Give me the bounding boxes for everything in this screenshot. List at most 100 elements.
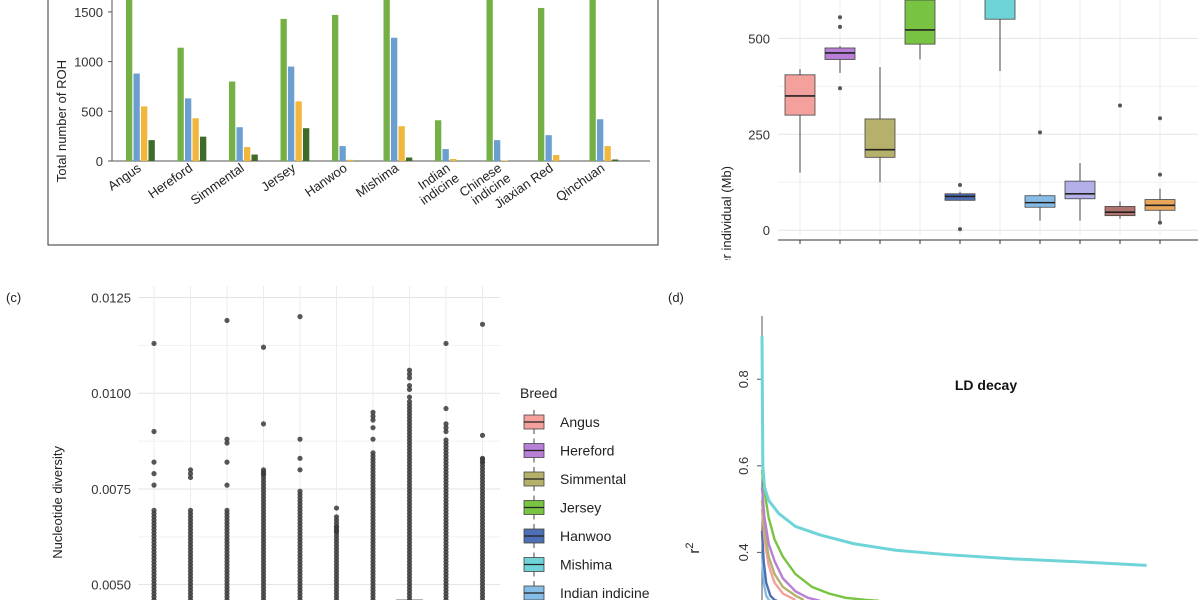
panel-a-bar — [148, 140, 155, 161]
panel-a-bar — [332, 14, 339, 161]
panel-c-outlier — [151, 482, 157, 488]
panel-d-y-axis-label-r: r — [686, 549, 703, 554]
panel-d-lines — [760, 335, 1147, 600]
panel-d-series-line — [760, 335, 1147, 567]
panel-a-bar — [295, 101, 302, 161]
panel-b-box — [984, 0, 1016, 20]
panel-c-legend-label: Hereford — [560, 443, 614, 459]
panel-a-bar — [236, 127, 243, 161]
panel-c-outlier — [443, 428, 449, 435]
panel-c-legend-label: Angus — [560, 414, 600, 430]
panel-a-bar — [229, 81, 236, 161]
panel-a-bar — [200, 136, 207, 161]
panel-d-y-axis-label-superscript: 2 — [684, 542, 696, 548]
panel-c-outlier — [187, 467, 194, 473]
panel-b-y-tick-label: 250 — [748, 127, 770, 142]
panel-b-outlier — [1118, 103, 1122, 108]
panel-c-outlier — [370, 409, 376, 415]
panel-c-y-tick-label: 0.0100 — [91, 386, 131, 401]
panel-c-outlier — [406, 382, 413, 389]
panel-b-plot-area — [778, 0, 1198, 236]
panel-b-outlier — [1158, 220, 1162, 225]
panel-a-y-tick-label: 500 — [81, 104, 103, 119]
panel-b-outlier — [958, 227, 962, 232]
panel-b-box — [1064, 180, 1096, 200]
panel-c-y-ticks: 0.0050 0.0075 0.0100 0.0125 — [91, 290, 131, 592]
panel-c-outlier — [224, 459, 230, 465]
panel-c-y-tick-label: 0.0075 — [91, 482, 131, 497]
panel-b-outlier — [1158, 172, 1162, 177]
panel-a-bar — [185, 98, 192, 161]
panel-c-outlier — [406, 386, 413, 392]
panel-a-bar — [141, 106, 148, 161]
roh-length-box-plot: Length of ROH per individual (Mb) 0 250 50… — [719, 0, 1198, 260]
panel-c-outlier — [370, 413, 376, 419]
panel-d-series-line — [760, 552, 771, 600]
panel-d-series-line — [760, 470, 880, 600]
panel-a-bar — [251, 154, 258, 161]
panel-a-bar — [177, 47, 184, 161]
panel-a-bar — [545, 135, 552, 161]
panel-c-outlier — [443, 437, 449, 443]
panel-c-outlier — [151, 459, 157, 465]
panel-b-box — [864, 118, 896, 158]
panel-c-outlier — [406, 367, 413, 373]
panel-a-category-label: Angus — [105, 160, 144, 194]
panel-a-category-label: Mishima — [353, 160, 402, 200]
panel-a-bar — [391, 37, 398, 162]
panel-c-outlier — [224, 317, 230, 324]
panel-a-category-label: Jersey — [258, 160, 298, 195]
panel-c-outlier — [297, 488, 303, 494]
panel-c-outlier — [260, 421, 267, 427]
panel-c-plot-area — [138, 286, 500, 600]
panel-b-outlier — [1038, 130, 1042, 135]
panel-d-y-ticks: 0.4 0.6 0.8 — [736, 370, 762, 561]
panel-c-outlier — [443, 421, 449, 427]
panel-a-category-label: Hanwoo — [302, 160, 350, 200]
panel-c-outlier — [151, 428, 157, 435]
panel-c-outlier — [479, 321, 486, 327]
panel-a-bar — [597, 119, 604, 161]
panel-c-legend-label: Simmental — [560, 471, 626, 487]
panel-b-box — [1104, 206, 1136, 217]
panel-a-bar — [280, 18, 287, 161]
panel-a-category-label: Simmental — [188, 160, 247, 208]
ld-decay-line-chart: LD decay r2 0.4 0.6 0.8 — [684, 316, 1147, 600]
panel-a-bar — [494, 140, 501, 161]
panel-a-category-label: Qinchuan — [553, 160, 607, 204]
panel-c-outlier — [370, 417, 376, 423]
panel-a-bar — [435, 120, 442, 161]
panel-b-outlier — [1158, 116, 1162, 121]
panel-d-y-axis-label: r2 — [684, 542, 703, 553]
panel-a-bar — [398, 126, 405, 161]
panel-c-outlier — [260, 471, 267, 477]
panel-b-y-tick-label: 0 — [763, 223, 770, 238]
panel-c-outlier — [443, 425, 449, 431]
panel-a-bar — [450, 159, 457, 161]
panel-d-series-line — [760, 530, 778, 600]
panel-c-outlier — [443, 405, 449, 412]
panel-b-grid — [778, 0, 1198, 236]
panel-b-box — [784, 74, 816, 116]
panel-d-series-line — [760, 487, 821, 600]
panel-a-bar — [538, 7, 545, 161]
panel-c-outlier — [151, 340, 157, 347]
panel-a-bar — [486, 0, 493, 161]
panel-c-outlier — [333, 524, 340, 530]
panel-d-series-line — [760, 500, 805, 600]
panel-a-bar — [192, 118, 199, 161]
panel-a-bar — [303, 128, 310, 161]
panel-c-points — [151, 314, 486, 600]
panel-d-y-tick-label: 0.4 — [736, 543, 751, 561]
panel-label-c: (c) — [6, 290, 22, 305]
panel-a-bar — [126, 0, 133, 161]
panel-b-box — [904, 0, 936, 45]
panel-c-outlier — [406, 394, 413, 400]
panel-c-legend-label: Jersey — [560, 500, 601, 516]
panel-c-legend-label: Hanwoo — [560, 528, 612, 544]
panel-c-outlier — [151, 507, 157, 513]
panel-c-outlier — [370, 450, 376, 456]
